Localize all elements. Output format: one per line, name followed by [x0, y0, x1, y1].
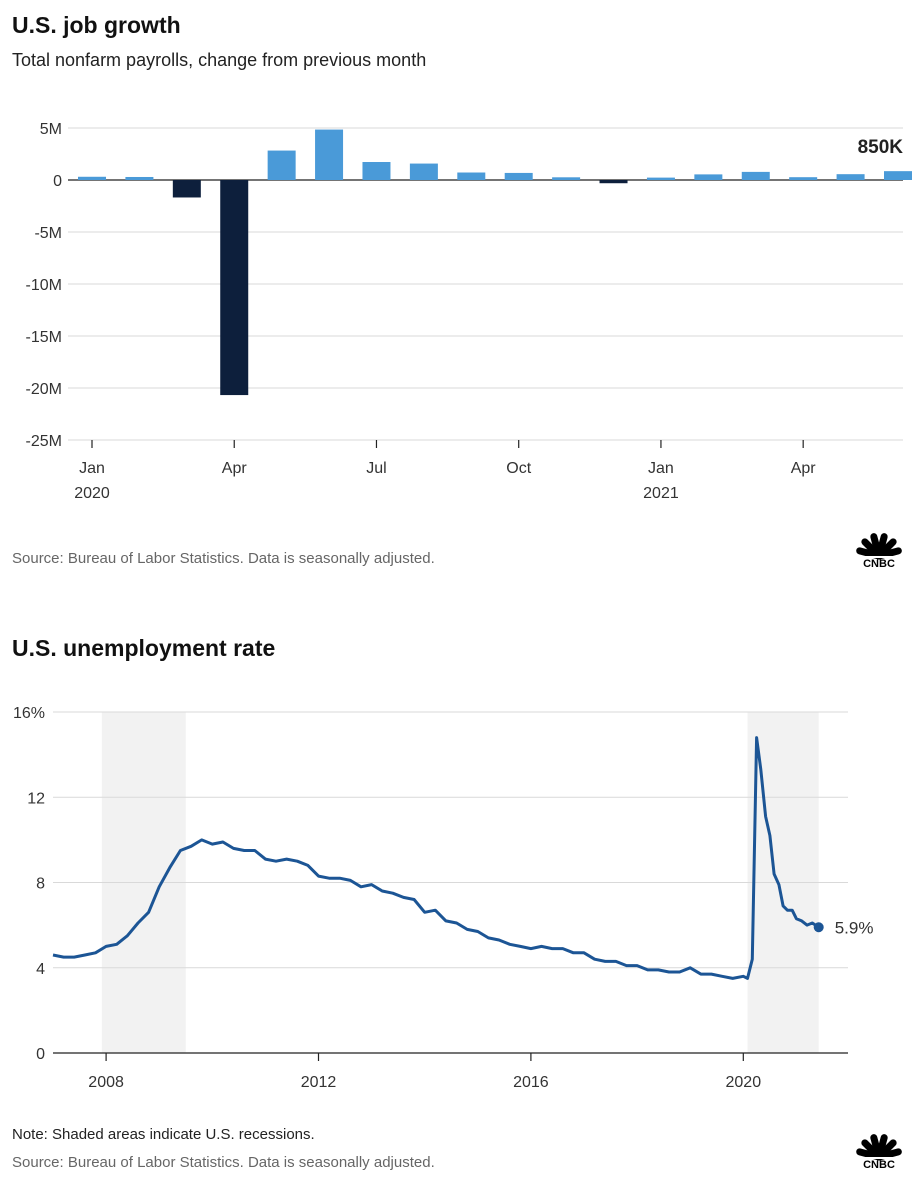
bar — [315, 129, 344, 180]
peacock-feather — [875, 1148, 902, 1161]
bar — [884, 171, 912, 180]
bar — [125, 176, 154, 180]
x-tick-label: 2016 — [513, 1074, 549, 1091]
latest-value-label: 850K — [858, 137, 904, 158]
recession-note: Note: Shaded areas indicate U.S. recessi… — [12, 1126, 315, 1143]
bar — [552, 177, 581, 180]
bar — [694, 174, 723, 180]
y-tick-label: 0 — [36, 1046, 45, 1063]
y-tick-label: 8 — [36, 876, 45, 893]
y-tick-label: 16% — [13, 705, 45, 722]
bar — [741, 171, 770, 180]
latest-rate-label: 5.9% — [835, 918, 874, 937]
bar — [457, 172, 486, 180]
x-tick-label: Jan — [79, 460, 105, 477]
unemp-chart-title: U.S. unemployment rate — [12, 635, 276, 661]
peacock-feather — [875, 547, 902, 560]
y-tick-label: -20M — [26, 381, 62, 398]
x-tick-label: 2012 — [301, 1074, 337, 1091]
y-tick-label: 5M — [40, 121, 62, 138]
x-tick-label: Jan — [648, 460, 674, 477]
cnbc-logo-text: CNBC — [863, 558, 895, 570]
unemployment-line-chart: 0 4 8 12 16% 2008 2012 2016 2020 5.9% — [13, 705, 874, 1091]
cnbc-logo-text: CNBC — [863, 1159, 895, 1171]
y-tick-label: -10M — [26, 277, 62, 294]
y-tick-label: -25M — [26, 433, 62, 450]
bar — [172, 180, 201, 198]
bar — [504, 172, 533, 180]
bar — [78, 176, 106, 180]
cnbc-logo-icon: CNBC — [855, 1134, 903, 1171]
y-tick-label: 4 — [36, 961, 45, 978]
job-chart-source: Source: Bureau of Labor Statistics. Data… — [12, 550, 435, 567]
job-chart-title: U.S. job growth — [12, 12, 181, 38]
bar — [409, 163, 438, 180]
x-tick-label: Apr — [791, 460, 817, 477]
x-tick-label: Oct — [506, 460, 531, 477]
job-chart-subtitle: Total nonfarm payrolls, change from prev… — [12, 50, 427, 70]
y-tick-label: -15M — [26, 329, 62, 346]
x-tick-year-label: 2020 — [74, 485, 110, 502]
bar — [789, 177, 818, 180]
bar — [599, 180, 628, 184]
x-tick-label: Apr — [222, 460, 248, 477]
bar — [362, 162, 391, 180]
x-tick-label: 2020 — [726, 1074, 762, 1091]
cnbc-logo-icon: CNBC — [855, 533, 903, 570]
y-tick-label: -5M — [34, 225, 62, 242]
x-tick-year-label: 2021 — [643, 485, 679, 502]
latest-point-marker — [813, 922, 824, 933]
bar — [267, 150, 296, 180]
y-tick-label: 12 — [27, 790, 45, 807]
bar — [220, 180, 249, 396]
bar — [646, 177, 675, 180]
x-tick-label: Jul — [366, 460, 386, 477]
bar — [836, 174, 865, 180]
unemployment-rate-line — [52, 736, 820, 980]
job-growth-bar-chart: 5M 0 -5M -10M -15M -20M -25M Jan 2020 Apr Jul Oct Ja… — [26, 121, 912, 502]
unemp-chart-source: Source: Bureau of Labor Statistics. Data… — [12, 1154, 435, 1171]
y-tick-label: 0 — [53, 173, 62, 190]
x-tick-label: 2008 — [88, 1074, 124, 1091]
